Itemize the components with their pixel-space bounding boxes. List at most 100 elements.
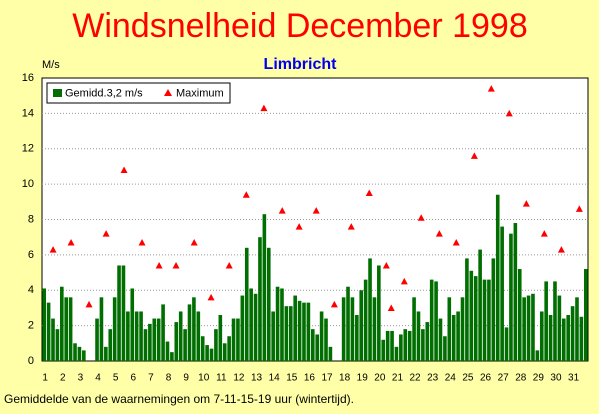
bar [130,288,135,361]
bar [95,318,99,361]
bar [548,315,553,361]
bar [385,330,390,361]
bar [51,318,55,361]
bar [192,297,196,361]
x-tick-label: 20 [374,373,386,384]
max-marker [540,230,548,237]
x-tick-label: 28 [515,373,527,384]
bar [99,297,104,361]
bar [425,322,430,361]
legend-swatch [164,89,172,96]
bar [407,330,412,361]
bar [240,295,245,361]
bar [42,288,47,361]
bar [561,318,566,361]
max-marker [278,207,286,214]
y-tick-label: 12 [22,143,34,155]
bar [504,327,509,361]
y-tick-label: 16 [22,72,34,84]
y-tick-label: 6 [28,249,34,261]
bar [359,290,364,361]
x-tick-label: 19 [357,373,369,384]
max-marker [505,109,513,117]
max-marker [138,238,146,246]
bar [465,258,469,361]
y-tick-label: 8 [28,213,34,225]
x-tick-label: 15 [286,373,298,384]
x-tick-label: 17 [321,373,333,384]
bar [412,297,416,361]
max-marker [260,104,268,112]
bar [253,293,258,361]
bar [381,339,386,361]
bar [517,269,522,361]
bar [324,318,328,361]
max-marker [435,230,443,237]
bar [205,345,209,361]
max-marker [522,200,530,207]
max-marker [102,230,110,237]
bar [161,304,165,361]
x-tick-label: 3 [78,373,84,384]
bar [134,311,139,361]
bar [262,214,267,361]
bar [196,311,201,361]
bar [377,265,381,361]
bar [539,311,544,361]
x-tick-label: 2 [60,373,66,384]
max-marker [155,261,163,269]
y-tick-label: 14 [22,107,34,119]
bar [152,318,157,361]
bar [583,269,588,361]
bar [487,279,491,361]
bar [579,316,584,361]
x-tick-label: 10 [198,373,210,384]
x-tick-label: 23 [427,373,439,384]
max-marker [487,85,495,92]
bar [280,288,284,361]
max-marker [295,223,303,230]
bar [513,223,518,361]
bar [363,279,368,361]
bar [297,300,302,361]
note: Gemiddelde van de waarnemingen om 7-11-1… [4,392,354,406]
bar [183,329,187,361]
max-marker [557,246,565,253]
max-marker [190,238,198,246]
x-tick-label: 26 [480,373,492,384]
x-tick-label: 18 [339,373,351,384]
max-marker [225,261,233,269]
bar [341,297,346,361]
bar [451,315,456,361]
bar [60,286,64,361]
bar [438,318,443,361]
bar [288,306,293,361]
bar [416,311,421,361]
legend-swatch [53,89,62,97]
bar [165,341,170,361]
max-marker [172,261,180,269]
bar [557,295,562,361]
x-tick-label: 22 [410,373,422,384]
max-marker [575,205,583,212]
max-marker [347,223,355,230]
x-tick-label: 16 [304,373,316,384]
x-tick-label: 29 [533,373,545,384]
bar [429,279,434,361]
legend-label: Gemidd.3,2 m/s [65,87,143,99]
bar [156,318,161,361]
bar [275,286,280,361]
x-tick-label: 7 [148,373,154,384]
x-tick-label: 14 [269,373,281,384]
bar [174,322,179,361]
max-marker [85,300,93,308]
bar [68,297,73,361]
bar [126,311,130,361]
y-tick-label: 0 [28,355,34,367]
bar [55,329,60,361]
bar [284,306,289,361]
bar [112,297,117,361]
bar [143,329,148,361]
x-tick-label: 6 [130,373,136,384]
x-tick-label: 30 [550,373,562,384]
